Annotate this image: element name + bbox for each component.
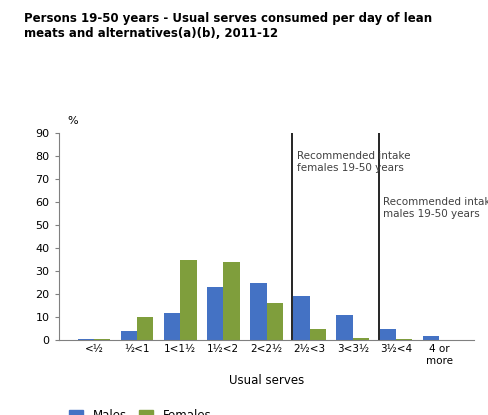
Text: Recommended intake
females 19-50 years: Recommended intake females 19-50 years [296, 151, 409, 173]
Bar [293, 296, 309, 340]
Bar [94, 339, 110, 340]
Bar [379, 329, 395, 340]
Bar [309, 329, 325, 340]
Bar [223, 262, 239, 340]
Bar [336, 315, 352, 340]
Bar [121, 331, 137, 340]
X-axis label: Usual serves: Usual serves [228, 374, 304, 387]
Bar [422, 336, 438, 340]
Text: Recommended intake
males 19-50 years: Recommended intake males 19-50 years [382, 198, 488, 219]
Bar [352, 338, 368, 340]
Bar [249, 283, 266, 340]
Text: %: % [67, 116, 78, 126]
Bar [180, 260, 196, 340]
Bar [206, 287, 223, 340]
Bar [163, 312, 180, 340]
Bar [137, 317, 153, 340]
Bar [395, 339, 411, 340]
Bar [78, 339, 94, 340]
Legend: Males, Females: Males, Females [64, 404, 216, 415]
Bar [266, 303, 283, 340]
Text: Persons 19-50 years - Usual serves consumed per day of lean
meats and alternativ: Persons 19-50 years - Usual serves consu… [24, 12, 432, 40]
